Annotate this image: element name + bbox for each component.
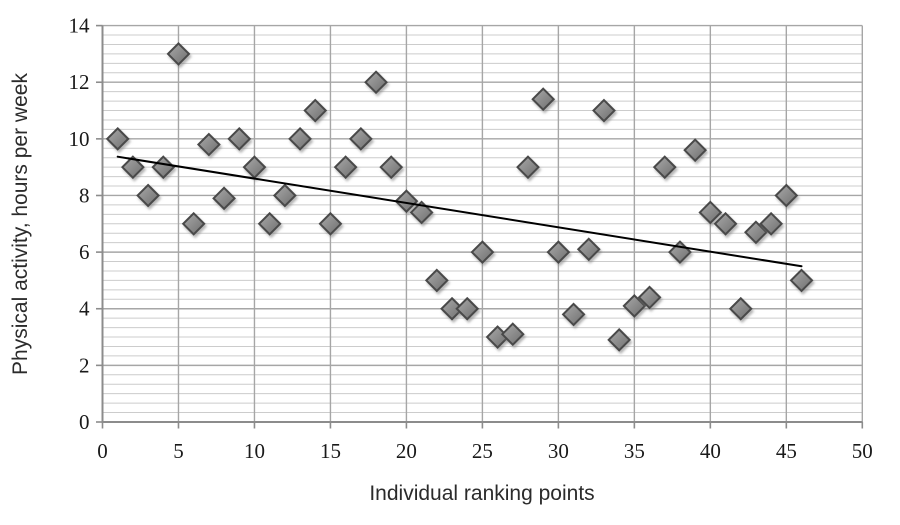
x-tick-label: 45 <box>776 439 797 463</box>
y-tick-label: 0 <box>79 410 90 434</box>
scatter-point-diamond <box>789 268 814 293</box>
x-tick-label: 0 <box>97 439 108 463</box>
y-tick-label: 2 <box>79 353 90 377</box>
scatter-point-diamond <box>333 155 358 180</box>
scatter-point-diamond <box>288 126 312 151</box>
x-tick-label: 30 <box>548 439 569 463</box>
y-tick-label: 4 <box>79 297 90 321</box>
x-tick-label: 10 <box>244 439 265 463</box>
x-tick-label: 5 <box>173 439 184 463</box>
scatter-point-diamond <box>713 211 738 236</box>
x-tick-label: 20 <box>396 439 417 463</box>
x-axis-title: Individual ranking points <box>369 482 594 505</box>
scatter-point-diamond <box>744 220 768 245</box>
scatter-point-diamond <box>196 132 221 157</box>
y-axis-title: Physical activity, hours per week <box>9 73 32 375</box>
tick-marks <box>96 24 864 429</box>
trend-line <box>116 155 803 268</box>
scatter-point-diamond <box>592 98 616 123</box>
scatter-point-diamond <box>698 200 723 225</box>
scatter-point-diamond <box>227 126 252 151</box>
scatter-point-diamond <box>759 211 784 236</box>
scatter-point-diamond <box>470 240 495 265</box>
data-points <box>105 42 814 352</box>
scatter-point-diamond <box>683 138 708 163</box>
scatter-point-diamond <box>105 126 130 151</box>
scatter-point-diamond <box>394 189 419 214</box>
scatter-point-diamond <box>455 296 480 321</box>
y-tick-label: 6 <box>79 240 90 264</box>
scatter-point-diamond <box>500 322 525 347</box>
y-tick-labels: 0 2 4 6 8 10 12 14 <box>69 14 91 434</box>
scatter-point-diamond <box>531 87 556 112</box>
scatter-point-diamond <box>576 237 601 262</box>
scatter-point-diamond <box>166 42 191 66</box>
trendline <box>116 155 803 268</box>
scatter-point-diamond <box>181 211 206 236</box>
scatter-point-diamond <box>212 186 236 211</box>
y-tick-label: 14 <box>69 14 91 38</box>
scatter-point-diamond <box>424 268 449 293</box>
scatter-point-diamond <box>364 70 388 95</box>
scatter-point-diamond <box>318 211 343 236</box>
scatter-point-diamond <box>637 285 662 310</box>
scatter-point-diamond <box>348 126 373 151</box>
x-tick-labels: 0 5 10 15 20 25 30 35 40 45 50 <box>97 439 873 463</box>
scatter-point-diamond <box>151 155 176 180</box>
scatter-point-diamond <box>120 155 145 180</box>
scatter-point-diamond <box>546 240 571 265</box>
scatter-point-diamond <box>242 155 267 180</box>
scatter-point-diamond <box>607 327 632 352</box>
scatter-point-diamond <box>379 155 404 180</box>
scatter-point-diamond <box>774 183 799 208</box>
y-tick-label: 8 <box>79 183 90 207</box>
scatter-point-diamond <box>409 200 434 225</box>
scatter-point-diamond <box>257 211 282 236</box>
scatter-point-diamond <box>303 98 328 123</box>
scatter-point-diamond <box>516 155 540 180</box>
scatter-point-diamond <box>136 183 161 208</box>
scatter-point-diamond <box>622 293 647 318</box>
x-tick-label: 40 <box>700 439 721 463</box>
x-tick-label: 15 <box>320 439 341 463</box>
x-tick-label: 25 <box>472 439 493 463</box>
x-tick-label: 50 <box>852 439 873 463</box>
y-tick-label: 10 <box>69 127 90 151</box>
scatter-point-diamond <box>272 183 297 208</box>
scatter-point-diamond <box>652 155 677 180</box>
y-tick-label: 12 <box>69 70 90 94</box>
scatter-point-diamond <box>728 296 753 321</box>
x-tick-label: 35 <box>624 439 645 463</box>
scatter-point-diamond <box>561 302 586 327</box>
